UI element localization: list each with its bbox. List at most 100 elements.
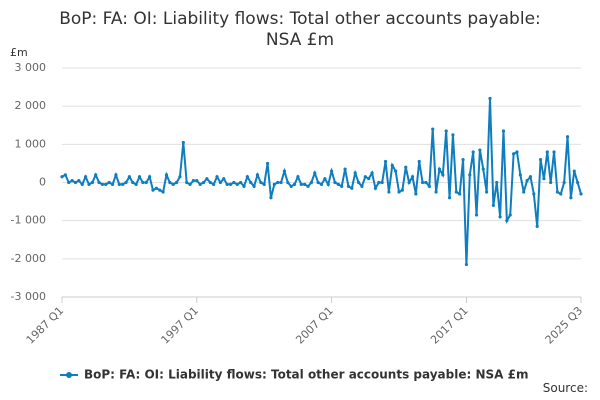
point [279, 180, 283, 185]
point [94, 173, 98, 177]
point [380, 180, 384, 185]
point [474, 213, 479, 217]
point [90, 180, 94, 185]
point [424, 180, 428, 185]
y-tick-label: 0 [39, 176, 46, 189]
point [397, 190, 401, 194]
point [444, 129, 448, 133]
point [572, 169, 576, 173]
point [559, 192, 563, 196]
point [478, 148, 482, 152]
point [498, 215, 502, 219]
point [511, 152, 516, 156]
point [353, 171, 357, 175]
point [282, 169, 287, 173]
point [195, 178, 199, 183]
point [151, 188, 155, 192]
point [289, 184, 293, 188]
point [383, 159, 388, 164]
point [201, 180, 206, 185]
point [83, 175, 88, 179]
x-tick-label: 2007 Q1 [293, 304, 336, 347]
point [461, 158, 465, 162]
point [154, 186, 158, 190]
point [164, 173, 169, 177]
x-tick-label: 2017 Q1 [428, 304, 471, 347]
point [60, 175, 64, 179]
point [404, 165, 408, 169]
point [491, 203, 495, 207]
point [309, 180, 313, 185]
point [387, 190, 391, 194]
point [107, 180, 111, 185]
point [370, 171, 374, 175]
point [421, 180, 425, 185]
point [518, 173, 522, 177]
point [552, 150, 556, 154]
point [417, 159, 421, 164]
point [235, 182, 239, 187]
point [343, 167, 347, 171]
point [454, 190, 458, 194]
point [222, 177, 226, 181]
point [434, 190, 438, 194]
point [306, 184, 310, 188]
point [208, 180, 212, 185]
x-tick-label: 1987 Q1 [24, 304, 67, 347]
chart-title: NSA £m [266, 30, 334, 50]
point [340, 184, 344, 188]
point [356, 180, 361, 185]
point [242, 184, 246, 188]
point [495, 180, 499, 185]
point [97, 180, 101, 185]
point [158, 188, 162, 192]
point [296, 175, 300, 179]
point [538, 158, 543, 162]
point [137, 175, 142, 179]
point [205, 177, 209, 181]
point [70, 178, 74, 183]
y-tick-label: 2 000 [15, 99, 47, 112]
point [73, 180, 78, 185]
point [373, 186, 378, 190]
point [117, 182, 121, 187]
point [336, 182, 340, 187]
point [471, 150, 475, 154]
point [148, 175, 152, 179]
point [569, 196, 573, 200]
point [215, 175, 219, 179]
x-tick-label: 1997 Q1 [159, 304, 202, 347]
point [330, 169, 334, 173]
point [272, 182, 276, 187]
point [481, 167, 485, 171]
point [316, 180, 320, 185]
point [377, 180, 381, 185]
point [555, 190, 560, 194]
point [576, 180, 580, 185]
point [390, 163, 394, 167]
point [174, 180, 179, 185]
point [87, 182, 91, 187]
point [127, 175, 132, 179]
point [427, 184, 431, 188]
point [505, 219, 509, 223]
y-tick-label: -2 000 [11, 252, 46, 265]
point [367, 177, 371, 181]
point [525, 178, 529, 183]
point [276, 180, 280, 185]
point [319, 182, 324, 187]
point [245, 175, 249, 179]
point [303, 182, 307, 187]
point [259, 180, 263, 185]
point [218, 180, 222, 185]
point [394, 169, 398, 173]
point [181, 140, 185, 145]
point [232, 180, 236, 185]
point [528, 175, 533, 179]
point [447, 196, 452, 200]
point [239, 180, 243, 185]
point [545, 150, 549, 154]
point [185, 180, 189, 185]
point [431, 127, 435, 131]
